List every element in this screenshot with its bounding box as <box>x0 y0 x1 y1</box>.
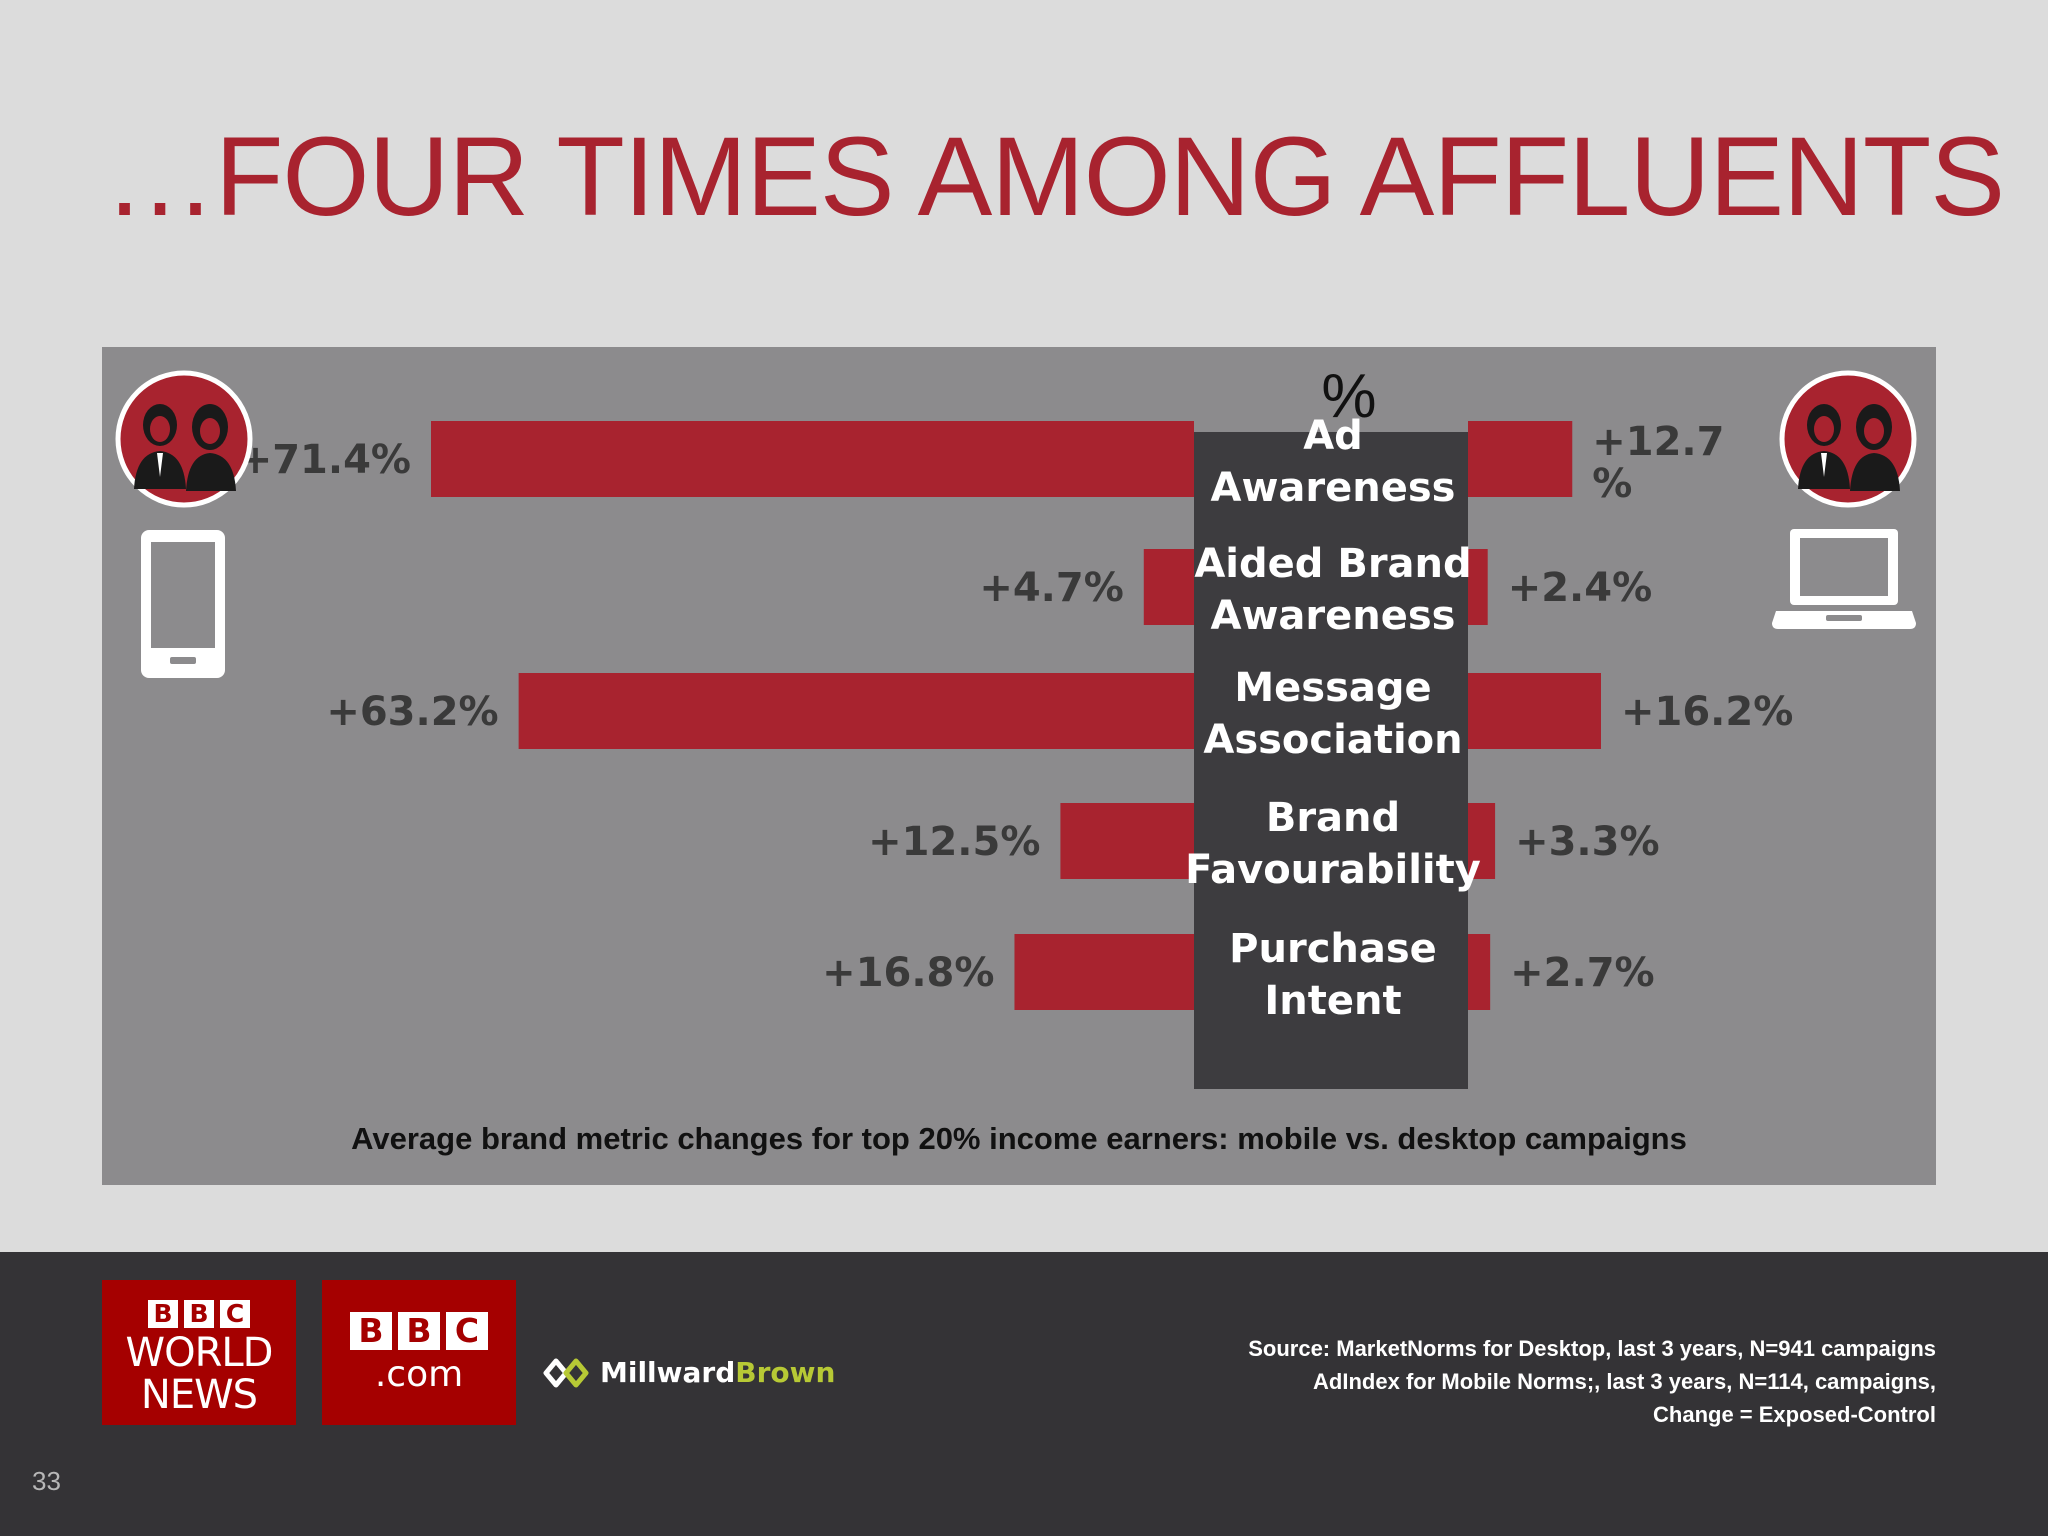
value-label-mobile-1: +4.7% <box>979 565 1123 611</box>
source-line: Source: MarketNorms for Desktop, last 3 … <box>1248 1336 1936 1361</box>
bbc-block: B <box>148 1300 178 1328</box>
bar-mobile-0 <box>431 421 1194 497</box>
bbc-block: B <box>184 1300 214 1328</box>
people-avatar-icon <box>115 370 253 508</box>
logo-text-world: WORLD <box>125 1330 274 1376</box>
page-number: 33 <box>32 1466 61 1496</box>
bar-mobile-4 <box>1014 934 1194 1010</box>
category-label-3: Brand Favourability <box>1185 795 1481 893</box>
value-label-desktop-4: +2.7% <box>1510 950 1654 996</box>
value-label-desktop-0: +12.7% <box>1592 419 1724 507</box>
chart-panel: % +71.4% +12.7% +4.7% +2.4% +63.2% +16.2% +12.5… <box>102 347 1936 1185</box>
bar-desktop-1 <box>1468 549 1488 625</box>
bbc-blocks: B B C <box>102 1300 296 1328</box>
mobile-phone-icon <box>141 530 225 678</box>
source-note: Source: MarketNorms for Desktop, last 3 … <box>1248 1332 1936 1431</box>
millward-text: Millward <box>600 1356 736 1389</box>
millward-brown-logo: Millward Brown <box>542 1356 835 1389</box>
bar-mobile-2 <box>518 673 1194 749</box>
bbc-block: B <box>398 1312 440 1350</box>
brown-text: Brown <box>735 1356 836 1389</box>
bbc-com-logo: B B C .com <box>322 1280 516 1425</box>
value-label-desktop-1: +2.4% <box>1508 565 1652 611</box>
chart-caption: Average brand metric changes for top 20%… <box>351 1121 1687 1156</box>
unit-label: % <box>1321 362 1376 431</box>
bar-desktop-2 <box>1468 673 1601 749</box>
chart-svg: % +71.4% +12.7 % +4.7% +2.4% +63.2% +16.2% +12.5… <box>239 362 1794 1156</box>
bar-desktop-0 <box>1468 421 1573 497</box>
value-label-mobile-4: +16.8% <box>822 950 994 996</box>
bbc-block: C <box>220 1300 250 1328</box>
value-label-mobile-0: +71.4% <box>239 437 411 483</box>
logo-text-com: .com <box>374 1354 464 1395</box>
bbc-blocks: B B C <box>322 1312 516 1350</box>
slide-title: …FOUR TIMES AMONG AFFLUENTS <box>104 114 2005 239</box>
laptop-icon <box>1772 529 1916 629</box>
bbc-world-news-logo: B B C WORLD NEWS <box>102 1280 296 1425</box>
value-label-mobile-2: +63.2% <box>326 689 498 735</box>
bar-desktop-3 <box>1468 803 1496 879</box>
value-label-desktop-3: +3.3% <box>1515 819 1659 865</box>
bar-mobile-3 <box>1060 803 1194 879</box>
bar-mobile-1 <box>1143 549 1194 625</box>
category-label-0: Ad Awareness <box>1211 413 1456 511</box>
bar-desktop-4 <box>1468 934 1491 1010</box>
source-line: AdIndex for Mobile Norms;, last 3 years,… <box>1313 1369 1936 1394</box>
bbc-block: C <box>446 1312 488 1350</box>
category-label-1: Aided Brand Awareness <box>1194 541 1471 639</box>
logo-text-news: NEWS <box>140 1372 258 1418</box>
footer: B B C WORLD NEWS B B C .com Millward Brow… <box>0 1252 2048 1536</box>
people-avatar-icon <box>1779 370 1917 508</box>
value-label-mobile-3: +12.5% <box>868 819 1040 865</box>
category-box <box>1194 432 1468 1089</box>
value-label-desktop-2: +16.2% <box>1621 689 1793 735</box>
source-line: Change = Exposed-Control <box>1653 1402 1936 1427</box>
category-label-4: Purchase Intent <box>1229 926 1437 1024</box>
bbc-block: B <box>350 1312 392 1350</box>
category-label-2: Message Association <box>1203 665 1462 763</box>
millward-brown-mark-icon <box>543 1358 589 1387</box>
